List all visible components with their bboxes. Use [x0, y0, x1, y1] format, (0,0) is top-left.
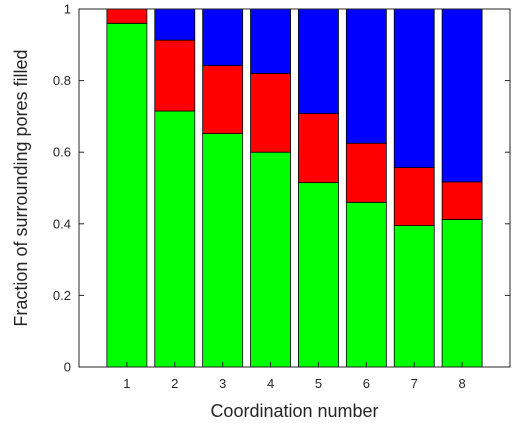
y-tick-label: 0.6	[53, 145, 71, 160]
bar-segment-1-2	[106, 8, 148, 24]
bar-segment-7-3	[393, 8, 435, 168]
y-tick-label: 0	[64, 360, 71, 375]
y-tick-label: 1	[64, 2, 71, 17]
bar-segment-4-3	[250, 8, 291, 74]
bar-segment-3-2	[202, 65, 244, 134]
bar-segment-5-1	[298, 182, 339, 368]
x-tick-label: 5	[315, 376, 322, 391]
y-axis: 0 0.2 0.4 0.6 0.8 1	[53, 2, 510, 375]
bars-layer	[106, 8, 483, 368]
bar-segment-3-1	[202, 133, 244, 368]
bar-segment-8-2	[441, 181, 483, 220]
bar-segment-1-1	[106, 22, 148, 368]
bar-segment-8-3	[441, 8, 483, 183]
x-tick-label: 4	[267, 376, 274, 391]
y-tick-label: 0.2	[53, 288, 71, 303]
x-axis: 1 2 3 4 5 6 7 8	[123, 362, 466, 391]
bar-segment-6-3	[345, 8, 387, 144]
bar-segment-4-2	[250, 73, 291, 153]
bar-segment-2-1	[154, 110, 196, 368]
bar-segment-8-1	[441, 219, 483, 368]
x-tick-label: 2	[171, 376, 178, 391]
bar-segment-6-1	[345, 201, 387, 368]
bar-segment-5-2	[298, 113, 339, 184]
bar-segment-2-3	[154, 8, 196, 41]
bar-segment-4-1	[250, 151, 291, 368]
bar-segment-5-3	[298, 8, 339, 114]
x-tick-label: 3	[219, 376, 226, 391]
bar-segment-6-2	[345, 142, 387, 203]
x-tick-label: 6	[363, 376, 370, 391]
x-tick-label: 7	[411, 376, 418, 391]
bar-segment-7-2	[393, 167, 435, 226]
x-axis-label: Coordination number	[210, 401, 378, 421]
x-tick-label: 8	[458, 376, 465, 391]
y-axis-label: Fraction of surrounding pores filled	[11, 49, 31, 326]
bar-segment-7-1	[393, 225, 435, 368]
bar-segment-3-3	[202, 8, 244, 66]
bar-segment-2-2	[154, 39, 196, 112]
x-tick-label: 1	[123, 376, 130, 391]
plot-area-frame	[78, 8, 511, 368]
y-tick-label: 0.4	[53, 216, 71, 231]
y-tick-label: 0.8	[53, 73, 71, 88]
